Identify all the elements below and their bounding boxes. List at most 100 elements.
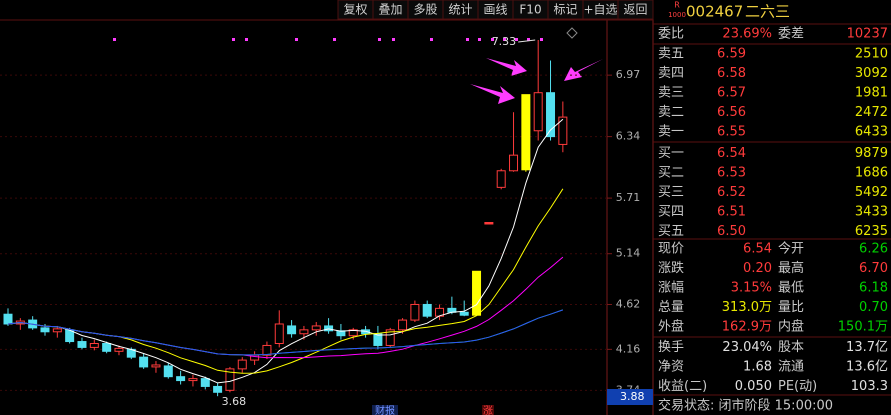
stat-label: 涨幅 <box>658 281 684 296</box>
candle-body <box>348 329 358 337</box>
order-price: 6.58 <box>717 66 746 81</box>
stock-code: 002467 <box>686 3 743 21</box>
stat-value: 23.04% <box>722 340 772 355</box>
stat-label: 最高 <box>778 260 804 276</box>
candle-body <box>176 376 186 382</box>
arrows <box>470 58 603 104</box>
candle-body <box>521 94 531 171</box>
candle-body <box>163 365 173 378</box>
stat-label: 今开 <box>778 241 804 257</box>
candle-body <box>262 344 272 356</box>
stat-label: 总量 <box>658 300 684 315</box>
y-tick-label: 4.16 <box>616 342 641 355</box>
order-volume: 9879 <box>855 146 888 161</box>
event-label: 财报 <box>375 404 395 415</box>
order-label: 卖三 <box>658 86 684 101</box>
toolbar-button[interactable] <box>617 0 654 20</box>
moving-average <box>7 118 564 384</box>
signal-dots <box>113 38 543 41</box>
candle-body <box>237 359 247 370</box>
candle-body <box>385 329 395 346</box>
order-label: 卖二 <box>658 105 684 120</box>
candle-body <box>40 327 50 333</box>
toolbar-label: 叠加 <box>378 3 402 17</box>
candle-body <box>558 116 568 145</box>
candle-body <box>324 325 334 332</box>
stat-value: 103.3 <box>851 379 888 394</box>
y-tick-label: 6.34 <box>616 130 641 143</box>
event-box <box>372 405 398 415</box>
stat-value: 13.6亿 <box>846 360 888 375</box>
stat-label: 最低 <box>778 281 804 296</box>
candle-body <box>459 311 469 316</box>
toolbar-label: 标记 <box>553 3 577 17</box>
value: 10237 <box>847 27 888 42</box>
event-box <box>482 405 494 415</box>
order-label: 买一 <box>658 146 684 161</box>
order-price: 6.59 <box>717 47 746 62</box>
stat-label: 现价 <box>658 242 684 257</box>
order-label: 卖一 <box>658 125 684 140</box>
y-tick-label: 4.62 <box>616 297 641 310</box>
order-volume: 5492 <box>855 185 888 200</box>
y-tick-label: 5.14 <box>616 247 641 260</box>
order-price: 6.52 <box>717 185 746 200</box>
candle-body <box>422 303 432 317</box>
order-label: 买三 <box>658 185 684 200</box>
toolbar-label: F10 <box>519 3 541 17</box>
candle-body <box>361 329 371 335</box>
candle-body <box>213 385 223 393</box>
event-label: 涨 <box>483 405 493 415</box>
stat-value: 0.70 <box>859 300 888 315</box>
stat-label: 外盘 <box>658 319 684 335</box>
low-label: 3.68 <box>222 395 247 408</box>
stat-value: 6.54 <box>743 242 772 257</box>
stat-label: 涨跌 <box>658 260 684 276</box>
candle-body <box>3 313 13 325</box>
candle-body <box>77 341 87 348</box>
order-volume: 1981 <box>855 86 888 101</box>
order-label: 卖五 <box>658 47 684 62</box>
stat-value: 162.9万 <box>722 320 772 335</box>
candle-body <box>114 347 124 352</box>
candle-body <box>188 378 198 382</box>
candle-body <box>484 221 494 225</box>
candle-body <box>398 319 408 331</box>
badge-sub: 1000 <box>668 11 686 19</box>
stat-label: 股本 <box>778 340 804 355</box>
candle-body <box>200 378 210 387</box>
candle-body <box>274 323 284 344</box>
toolbar-label: 返回 <box>623 3 647 17</box>
order-volume: 2472 <box>855 105 888 120</box>
stat-value: 1.68 <box>743 360 772 375</box>
badge: R <box>674 1 680 10</box>
candle-body <box>533 92 543 132</box>
candle-body <box>151 364 161 368</box>
order-price: 6.54 <box>717 146 746 161</box>
label: 委比 <box>658 27 684 42</box>
moving-average <box>7 309 564 356</box>
y-tick-label: 6.97 <box>616 68 641 81</box>
order-price: 6.50 <box>717 224 746 239</box>
high-pointer <box>518 39 536 43</box>
order-volume: 3092 <box>855 66 888 81</box>
order-price: 6.51 <box>717 205 746 220</box>
stat-value: 150.1万 <box>838 320 888 335</box>
stat-label: 内盘 <box>778 319 804 335</box>
stat-value: 6.26 <box>859 242 888 257</box>
axis-tag-box <box>607 389 653 405</box>
order-price: 6.53 <box>717 166 746 181</box>
candle-body <box>509 154 519 172</box>
y-tick-label: 5.71 <box>616 191 641 204</box>
order-price: 6.56 <box>717 105 746 120</box>
order-price: 6.55 <box>717 125 746 140</box>
stat-value: 13.7亿 <box>846 340 888 355</box>
stat-label: 流通 <box>778 360 804 375</box>
stat-label: 换手 <box>658 340 684 355</box>
order-label: 买二 <box>658 166 684 181</box>
order-volume: 6433 <box>855 125 888 140</box>
candle-body <box>410 303 420 321</box>
stock-name: 二六三 <box>745 3 790 21</box>
candle-body <box>496 170 506 188</box>
